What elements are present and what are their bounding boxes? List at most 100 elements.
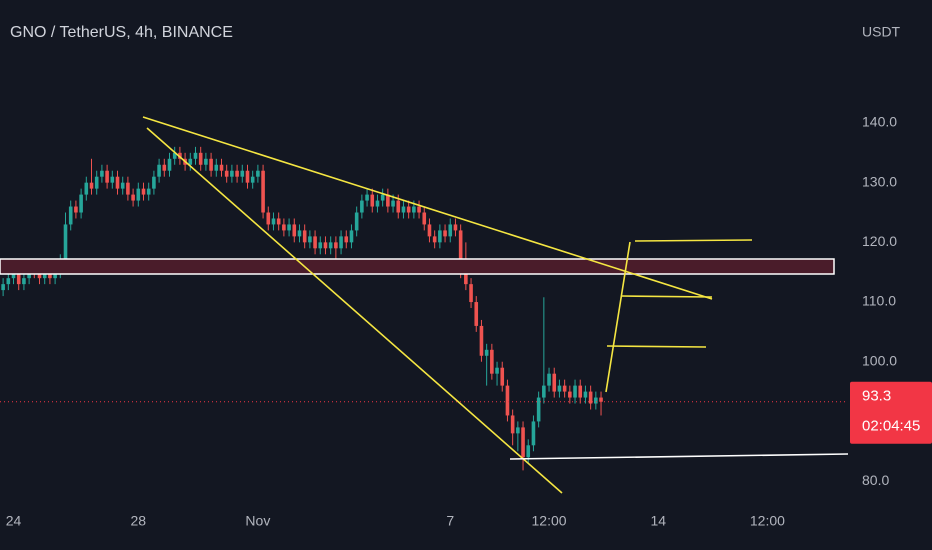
candle-body (344, 236, 349, 243)
candle-body (583, 391, 588, 398)
candle-body (11, 272, 16, 279)
candle-body (578, 385, 583, 398)
axes: 80.0 100.0 110.0 120.0 130.0 140.0 24 28 Nov 7 12:… (0, 114, 932, 529)
candle-body (224, 170, 229, 177)
candle-body (391, 200, 395, 207)
candle-body (318, 242, 323, 249)
candle-body (219, 164, 224, 171)
candle-body (536, 397, 541, 422)
candle-body (401, 206, 406, 213)
candle-body (63, 224, 68, 261)
candle-body (84, 182, 89, 195)
candle-body (380, 194, 385, 201)
trendline (142, 116, 713, 300)
candle-body (588, 391, 593, 404)
x-tick-label: 24 (6, 513, 22, 529)
candle-body (510, 415, 515, 434)
candle-body (464, 272, 468, 285)
candle-body (115, 176, 120, 189)
x-tick-label: 28 (131, 513, 147, 529)
candle-body (235, 170, 239, 177)
trendline (146, 127, 563, 494)
candle-body (79, 194, 83, 213)
x-tick-label: 7 (446, 513, 454, 529)
candle-body (365, 194, 369, 201)
last-price-label: 93.3 (862, 388, 891, 405)
candle-body (74, 206, 78, 213)
candle-body (245, 170, 250, 183)
axis-unit: USDT (862, 24, 901, 40)
candle-body (136, 188, 141, 201)
candle-body (292, 224, 297, 237)
candle-body (360, 200, 364, 213)
candle-body (495, 367, 499, 374)
candle-body (256, 170, 260, 177)
candle-body (120, 182, 125, 189)
candle-body (412, 206, 416, 213)
candle-body (89, 182, 94, 189)
candle-body (594, 397, 598, 404)
price-label-box (850, 381, 932, 444)
candle-body (68, 206, 73, 225)
candle-body (354, 212, 359, 231)
target-line (620, 295, 713, 298)
candle-body (526, 445, 531, 458)
candle-body (172, 152, 177, 159)
candle-body (146, 188, 151, 195)
candle-body (240, 170, 245, 177)
candle-body (438, 230, 442, 243)
candle-body (131, 194, 135, 201)
candle-body (297, 230, 302, 237)
y-tick-label: 110.0 (862, 293, 896, 309)
candle-body (323, 242, 328, 249)
candle-body (162, 164, 167, 171)
candle-body (443, 230, 447, 237)
candle-body (432, 236, 437, 243)
candle-body (599, 397, 603, 402)
candle-body (396, 200, 401, 213)
target-line (606, 345, 707, 348)
candle-body (100, 170, 104, 177)
candle-body (261, 170, 265, 213)
candle-body (328, 242, 333, 249)
candles (1, 146, 603, 471)
target-line (634, 239, 753, 242)
candle-body (427, 224, 432, 237)
candle-body (37, 272, 42, 279)
countdown: 02:04:45 (862, 418, 920, 435)
candle-body (375, 200, 380, 207)
candle-body (282, 224, 286, 231)
candle-body (230, 170, 234, 177)
candle-body (386, 194, 390, 207)
candle-body (417, 206, 421, 213)
candle-body (193, 152, 198, 159)
candle-body (126, 182, 130, 195)
candle-body (474, 302, 479, 326)
candle-body (198, 152, 203, 165)
y-tick-label: 130.0 (862, 173, 897, 189)
x-tick-label: 12:00 (532, 513, 567, 529)
candle-body (521, 427, 525, 458)
candle-body (557, 385, 562, 392)
candle-body (547, 373, 551, 386)
projection (605, 241, 631, 393)
candle-body (48, 272, 52, 279)
candle-body (568, 391, 572, 398)
candle-body (178, 152, 182, 159)
candle-body (469, 284, 473, 303)
candle-body (339, 236, 343, 249)
candle-body (141, 188, 146, 195)
candle-body (53, 272, 57, 279)
candle-body (516, 427, 520, 434)
candle-body (308, 236, 312, 243)
candle-body (157, 164, 161, 177)
candle-body (167, 158, 172, 171)
candle-body (276, 218, 281, 225)
y-tick-label: 120.0 (862, 233, 897, 249)
candle-body (370, 194, 375, 207)
candle-body (479, 325, 484, 356)
candle-body (110, 176, 115, 183)
candle-body (152, 176, 156, 189)
candle-body (313, 236, 317, 249)
candle-body (349, 230, 354, 243)
